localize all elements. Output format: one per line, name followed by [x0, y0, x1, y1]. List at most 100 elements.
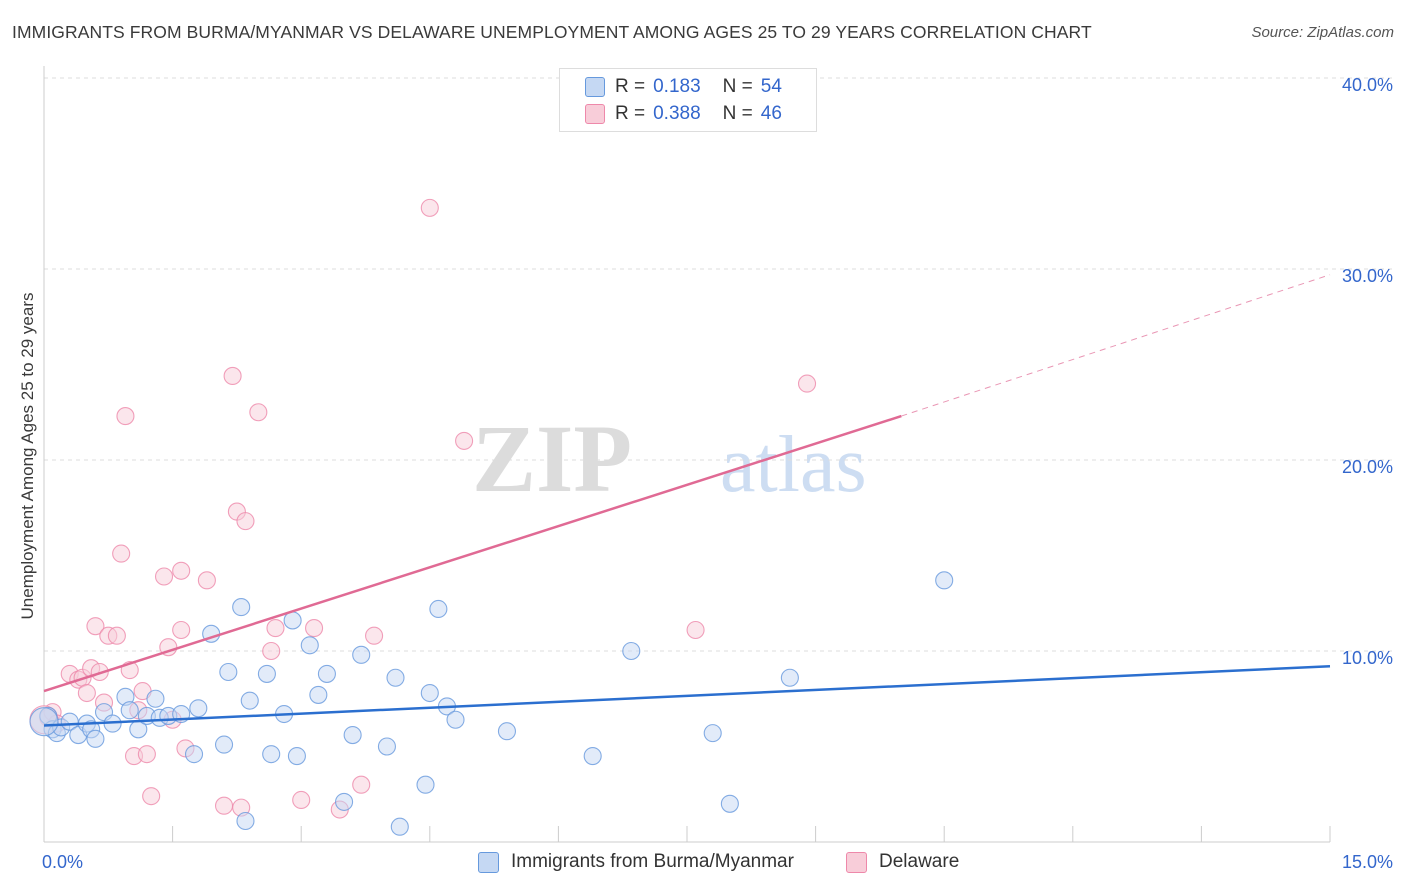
burma-point	[232, 598, 251, 617]
y-tick-label: 30.0%	[1342, 266, 1393, 286]
trend-line-burma	[43, 665, 1331, 727]
legend-row-delaware: R = 0.388 N = 46	[560, 101, 782, 127]
burma-point	[146, 689, 165, 708]
legend-n-label: N =	[722, 103, 753, 124]
burma-point	[352, 645, 371, 664]
legend-row-burma: R = 0.183 N = 54	[560, 74, 782, 100]
burma-point	[219, 662, 238, 682]
burma-point	[446, 710, 465, 729]
legend-swatch-delaware	[585, 104, 605, 124]
delaware-point	[86, 617, 105, 636]
chart-source: Source: ZipAtlas.com	[1251, 24, 1394, 41]
delaware-point	[305, 619, 324, 638]
series-points-burma	[29, 571, 954, 836]
burma-point	[429, 599, 448, 619]
y-tick-label: 10.0%	[1342, 648, 1393, 668]
legend-r-label: R =	[615, 103, 646, 124]
series-legend: Immigrants from Burma/Myanmar Delaware	[0, 851, 1406, 879]
burma-point	[236, 811, 255, 831]
series-name-burma: Immigrants from Burma/Myanmar	[511, 851, 794, 872]
delaware-point	[236, 512, 255, 531]
burma-point	[703, 724, 722, 743]
delaware-point	[116, 407, 135, 426]
delaware-point	[172, 620, 191, 640]
burma-point	[420, 683, 439, 703]
delaware-point	[137, 745, 156, 764]
trend-line-delaware-extension	[901, 274, 1331, 417]
burma-point	[287, 746, 306, 766]
delaware-point	[797, 374, 817, 393]
zipatlas-watermark: ZIP atlas	[472, 405, 867, 512]
burma-point	[300, 636, 319, 655]
burma-point	[386, 668, 405, 687]
delaware-point	[142, 787, 161, 806]
burma-point	[189, 699, 208, 718]
grid-lines	[44, 77, 1394, 652]
legend-r-label: R =	[615, 76, 646, 97]
series-legend-item-burma: Immigrants from Burma/Myanmar	[478, 851, 794, 873]
series-swatch-delaware	[846, 851, 867, 873]
delaware-point	[214, 796, 234, 815]
delaware-point	[420, 198, 439, 217]
data-points	[29, 198, 954, 836]
series-points-delaware	[29, 198, 817, 819]
series-swatch-burma	[478, 851, 499, 873]
correlation-legend: R = 0.183 N = 54 R = 0.388 N = 46	[559, 68, 817, 132]
legend-r-value-delaware: 0.388	[653, 103, 701, 124]
x-tick-label-max: 15.0%	[1341, 852, 1393, 872]
delaware-point	[172, 561, 191, 580]
burma-point	[214, 735, 234, 754]
burma-point	[317, 664, 336, 683]
delaware-point	[455, 431, 474, 450]
series-legend-item-delaware: Delaware	[846, 851, 959, 873]
legend-n-value-delaware: 46	[760, 103, 782, 124]
delaware-point	[223, 366, 242, 386]
delaware-point	[249, 403, 268, 422]
delaware-point	[686, 620, 705, 640]
burma-point	[184, 745, 204, 764]
burma-point	[497, 722, 517, 741]
legend-r-value-burma: 0.183	[653, 76, 701, 97]
chart-title: IMMIGRANTS FROM BURMA/MYANMAR VS DELAWAR…	[12, 22, 1092, 42]
y-tick-label: 40.0%	[1342, 75, 1393, 95]
watermark-zip: ZIP	[472, 405, 632, 512]
delaware-point	[77, 683, 96, 703]
burma-point	[583, 746, 602, 766]
burma-point	[240, 691, 259, 710]
x-tick-label-min: 0.0%	[42, 852, 84, 872]
delaware-point	[197, 571, 216, 590]
series-name-delaware: Delaware	[879, 851, 960, 872]
legend-n-value-burma: 54	[760, 76, 782, 97]
delaware-point	[262, 641, 281, 661]
delaware-point	[292, 790, 311, 810]
delaware-point	[352, 775, 371, 794]
delaware-point	[112, 544, 131, 563]
burma-point	[29, 707, 59, 737]
burma-point	[377, 737, 396, 756]
burma-point	[309, 685, 328, 704]
burma-point	[262, 745, 281, 764]
legend-swatch-burma	[585, 77, 605, 97]
burma-point	[335, 792, 354, 811]
burma-point	[780, 668, 799, 687]
burma-point	[390, 817, 409, 836]
burma-point	[416, 775, 435, 794]
trend-lines	[43, 274, 1331, 727]
burma-point	[720, 794, 739, 813]
delaware-point	[154, 567, 174, 586]
burma-point	[343, 725, 362, 745]
y-tick-labels: 10.0% 20.0% 30.0% 40.0%	[1342, 75, 1393, 668]
delaware-point	[107, 626, 126, 645]
delaware-point	[365, 626, 384, 645]
burma-point	[622, 641, 641, 661]
delaware-point	[266, 619, 285, 638]
burma-point	[257, 664, 276, 683]
axes	[43, 66, 1331, 843]
burma-point	[86, 729, 105, 748]
trend-line-delaware	[43, 414, 902, 693]
burma-point	[935, 571, 954, 590]
legend-n-label: N =	[722, 76, 753, 97]
burma-point	[120, 701, 139, 720]
y-tick-label: 20.0%	[1342, 457, 1393, 477]
